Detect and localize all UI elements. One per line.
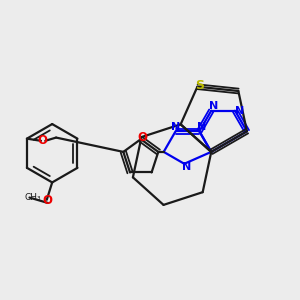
Text: N: N	[171, 122, 180, 132]
Text: N: N	[182, 162, 191, 172]
Text: O: O	[43, 194, 53, 207]
Text: N: N	[209, 101, 218, 111]
Text: N: N	[197, 122, 206, 132]
Text: S: S	[195, 79, 204, 92]
Text: N: N	[235, 106, 244, 116]
Text: O: O	[37, 134, 47, 147]
Text: CH₃: CH₃	[24, 193, 41, 202]
Text: O: O	[137, 130, 147, 143]
